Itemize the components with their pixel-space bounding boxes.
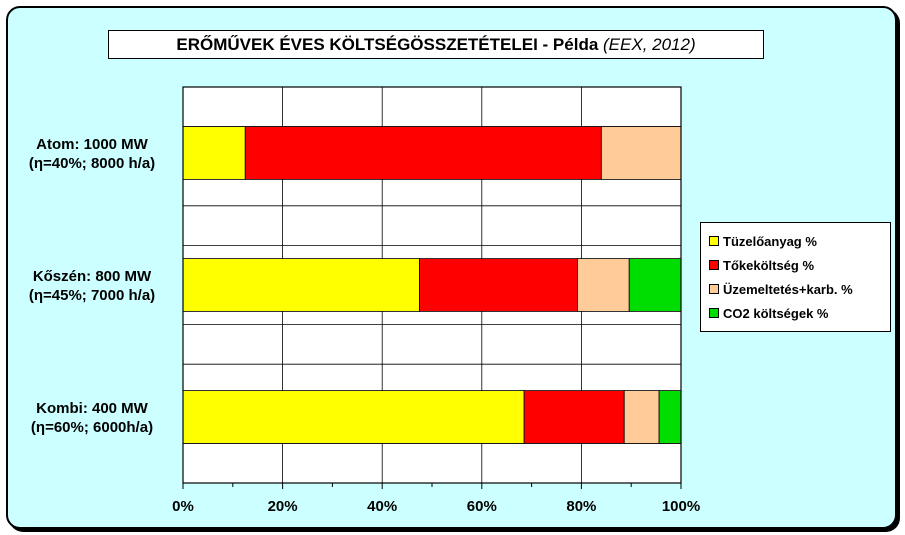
- x-axis-tick-label: 80%: [566, 498, 596, 515]
- x-axis-tick-label: 0%: [172, 498, 194, 515]
- category-label-line: (η=45%; 7000 h/a): [29, 287, 155, 304]
- legend-swatch: [709, 308, 719, 318]
- category-label-line: (η=40%; 8000 h/a): [29, 155, 155, 172]
- legend: Tüzelőanyag % Tőkeköltség % Üzemeltetés+ka…: [700, 222, 891, 332]
- bar-segment: [658, 390, 682, 444]
- category-label: Kombi: 400 MW (η=60%; 6000h/a): [31, 400, 153, 436]
- bar-segment: [182, 390, 525, 444]
- legend-item: CO2 költségek %: [709, 301, 890, 325]
- bar-segment: [244, 126, 602, 180]
- chart-title-main: ERŐMŰVEK ÉVES KÖLTSÉGÖSSZETÉTELEI - Péld…: [176, 35, 599, 54]
- bar-segment: [600, 126, 682, 180]
- legend-label: CO2 költségek %: [723, 305, 829, 321]
- chart-title: ERŐMŰVEK ÉVES KÖLTSÉGÖSSZETÉTELEI - Péld…: [108, 30, 764, 59]
- legend-swatch: [709, 236, 719, 246]
- bar-segment: [419, 258, 578, 312]
- legend-item: Tüzelőanyag %: [709, 229, 890, 253]
- category-label-line: Kőszén: 800 MW: [33, 268, 152, 285]
- chart-title-source: (EEX, 2012): [603, 35, 696, 54]
- legend-label: Tőkeköltség %: [723, 257, 815, 273]
- legend-swatch: [709, 260, 719, 270]
- x-axis-tick-label: 20%: [268, 498, 298, 515]
- legend-label: Üzemeltetés+karb. %: [723, 281, 853, 297]
- bar-segment: [182, 258, 420, 312]
- bar-segment: [182, 126, 246, 180]
- x-axis-tick-label: 100%: [662, 498, 700, 515]
- legend-label: Tüzelőanyag %: [723, 233, 817, 249]
- category-label-line: (η=60%; 6000h/a): [31, 419, 153, 436]
- bar-segment: [523, 390, 625, 444]
- bar-segment: [577, 258, 630, 312]
- category-label: Atom: 1000 MW (η=40%; 8000 h/a): [29, 136, 155, 172]
- bar-segment: [623, 390, 660, 444]
- x-axis-tick-label: 40%: [367, 498, 397, 515]
- category-label-line: Atom: 1000 MW: [36, 136, 149, 153]
- legend-item: Üzemeltetés+karb. %: [709, 277, 890, 301]
- legend-swatch: [709, 284, 719, 294]
- legend-item: Tőkeköltség %: [709, 253, 890, 277]
- category-label: Kőszén: 800 MW (η=45%; 7000 h/a): [29, 268, 155, 304]
- x-axis-tick-label: 60%: [467, 498, 497, 515]
- bar-segment: [628, 258, 682, 312]
- category-label-line: Kombi: 400 MW: [36, 400, 149, 417]
